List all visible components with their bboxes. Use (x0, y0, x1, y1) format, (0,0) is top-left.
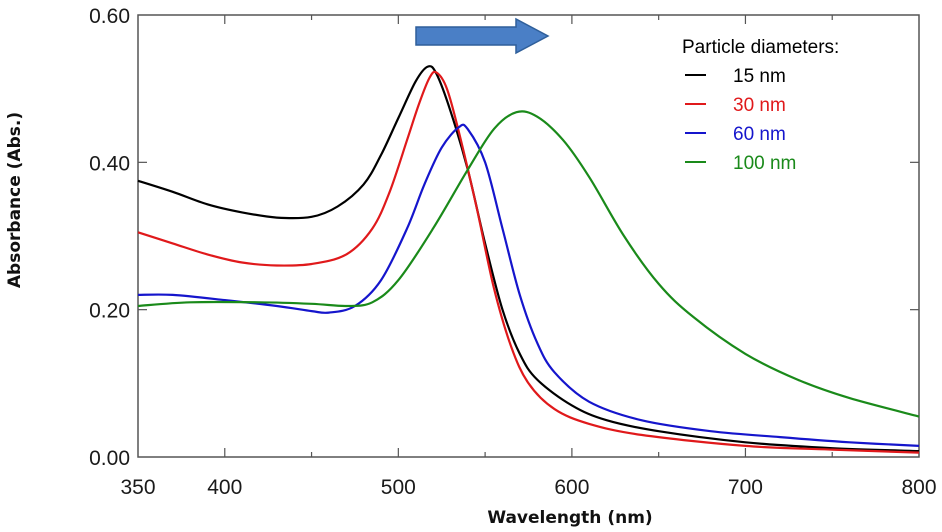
legend-entry: 15 nm (733, 66, 786, 87)
x-tick-label: 500 (381, 476, 416, 499)
series-line-15-nm (137, 65, 920, 453)
legend: Particle diameters: 15 nm 30 nm 60 nm 100 n… (682, 37, 839, 174)
legend-entry: 60 nm (733, 124, 786, 145)
x-axis-title: Wavelength (nm) (487, 508, 652, 528)
x-tick-label: 600 (554, 476, 589, 499)
redshift-arrow-icon (415, 17, 550, 55)
y-tick-label: 0.40 (89, 152, 130, 175)
legend-title: Particle diameters: (682, 37, 839, 58)
y-tick-label: 0.00 (89, 447, 130, 470)
x-tick-label: 400 (207, 476, 242, 499)
y-tick-label: 0.20 (89, 300, 130, 323)
y-tick-label: 0.60 (89, 5, 130, 28)
legend-entry: 100 nm (733, 153, 796, 174)
y-tick-labels: 0.00 0.20 0.40 0.60 (89, 5, 130, 470)
legend-entry: 30 nm (733, 95, 786, 116)
series-layer (137, 65, 920, 454)
axis-ticks (138, 15, 919, 457)
series-line-100-nm (137, 110, 920, 418)
y-axis-title: Absorbance (Abs.) (5, 112, 25, 288)
series-line-30-nm (137, 70, 920, 454)
series-line-60-nm (137, 123, 920, 447)
x-tick-label: 800 (901, 476, 936, 499)
plot-frame (137, 14, 920, 458)
x-tick-label: 350 (120, 476, 155, 499)
x-tick-labels: 350 400 500 600 700 800 (120, 476, 936, 499)
x-tick-label: 700 (728, 476, 763, 499)
